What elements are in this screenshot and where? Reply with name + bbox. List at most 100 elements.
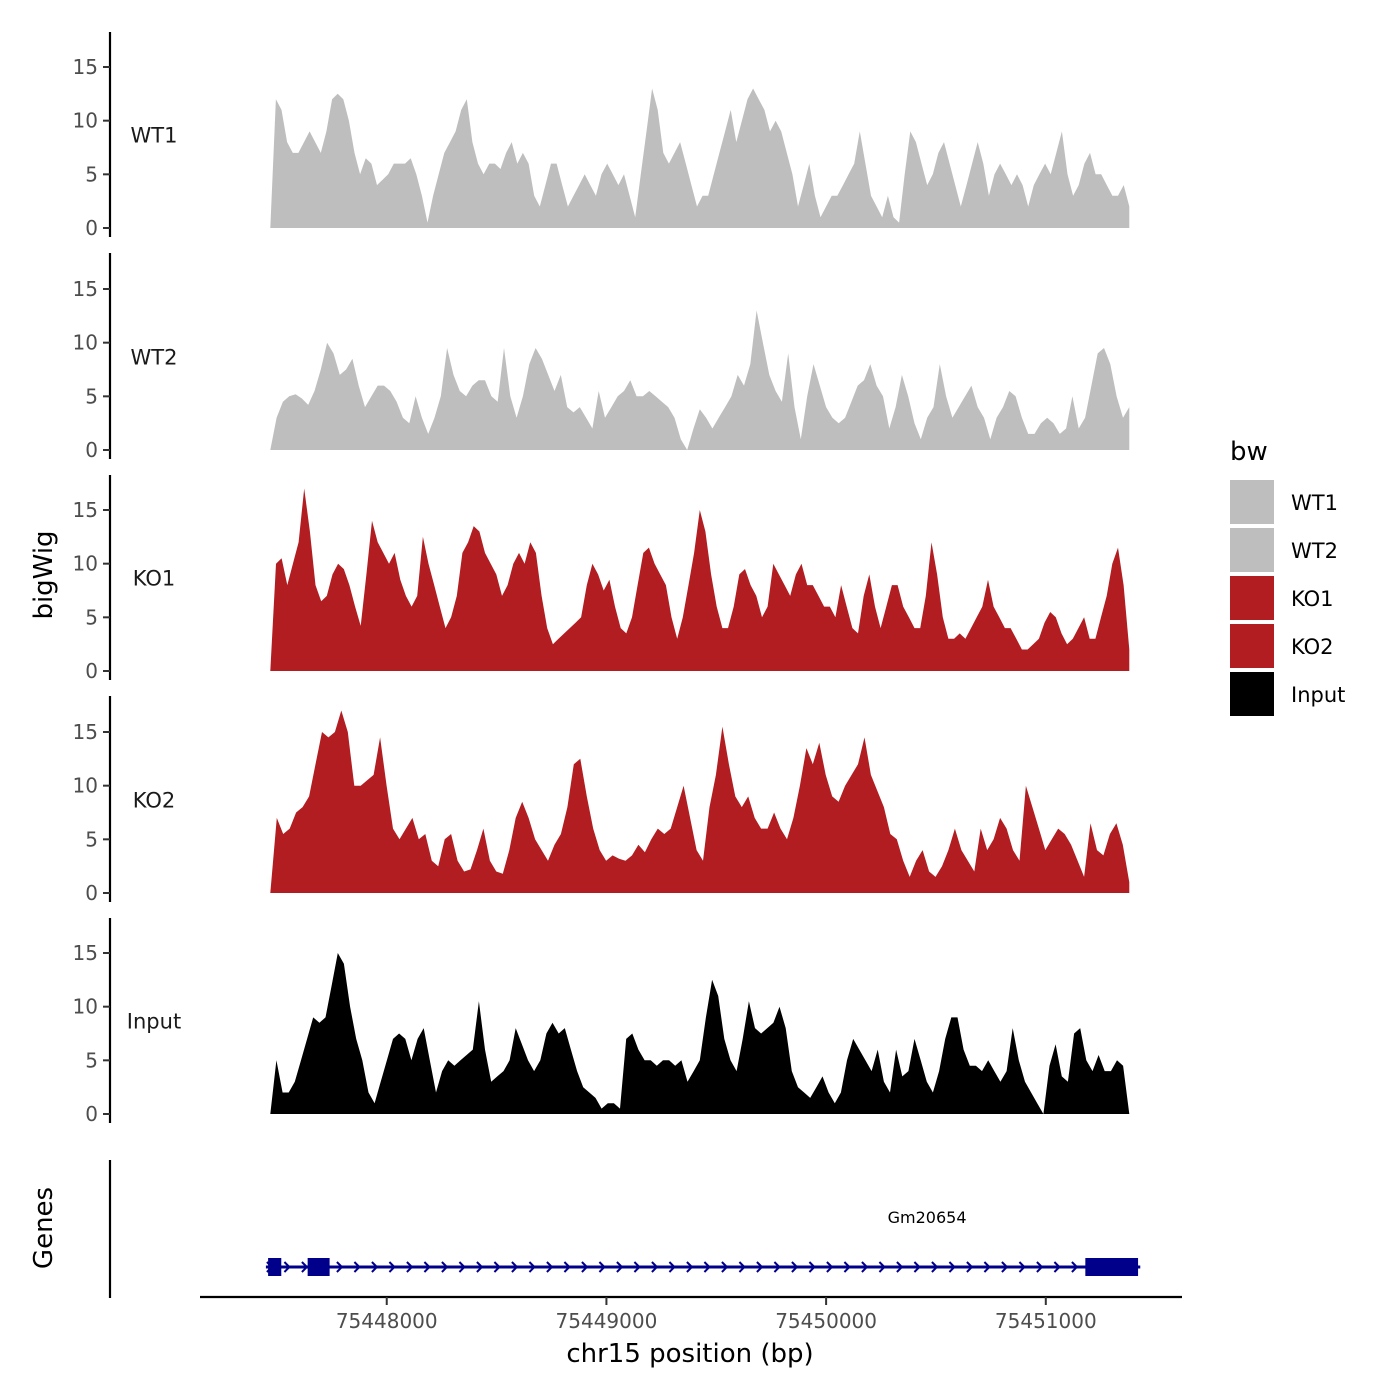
strand-arrow-icon: [948, 1261, 956, 1273]
y-tick-label: 10: [73, 109, 98, 133]
strand-arrow-icon: [616, 1261, 624, 1273]
strand-arrow-icon: [773, 1261, 781, 1273]
strand-arrow-icon: [756, 1261, 764, 1273]
track-area-wt2: [270, 310, 1130, 450]
strand-arrow-icon: [1036, 1261, 1044, 1273]
gene-exon: [1085, 1258, 1139, 1276]
strand-arrow-icon: [878, 1261, 886, 1273]
legend-label: WT1: [1291, 491, 1338, 515]
legend-entry-wt2: WT2: [1230, 528, 1338, 572]
x-axis: 75448000 75449000 75450000 75451000: [200, 1295, 1182, 1333]
strand-arrow-icon: [581, 1261, 589, 1273]
legend-swatch: [1230, 624, 1274, 668]
y-tick-label: 5: [85, 827, 98, 851]
strand-arrow-icon: [738, 1261, 746, 1273]
x-tick-label: 75451000: [995, 1309, 1097, 1333]
legend-entry-input: Input: [1230, 672, 1345, 716]
strand-arrow-icon: [703, 1261, 711, 1273]
gene-exon: [307, 1258, 330, 1276]
strand-arrow-icon: [721, 1261, 729, 1273]
strand-arrow-icon: [388, 1261, 396, 1273]
legend-title: bw: [1230, 437, 1268, 467]
strand-arrow-icon: [423, 1261, 431, 1273]
gene-panel-title: Genes: [29, 1187, 59, 1269]
y-tick-label: 0: [85, 1102, 98, 1126]
strand-arrow-icon: [598, 1261, 606, 1273]
strand-arrow-icon: [966, 1261, 974, 1273]
strand-arrow-icon: [336, 1261, 344, 1273]
y-tick-label: 10: [73, 774, 98, 798]
y-tick-label: 0: [85, 216, 98, 240]
strand-arrow-icon: [1071, 1261, 1079, 1273]
strand-arrow-icon: [441, 1261, 449, 1273]
strand-arrow-icon: [808, 1261, 816, 1273]
track-label: KO1: [133, 567, 176, 591]
strand-arrow-icon: [896, 1261, 904, 1273]
legend-label: WT2: [1291, 539, 1338, 563]
legend-swatch: [1230, 480, 1274, 524]
y-tick-label: 10: [73, 331, 98, 355]
legend-swatch: [1230, 576, 1274, 620]
y-tick-label: 15: [73, 498, 98, 522]
x-tick-label: 75449000: [556, 1309, 658, 1333]
legend-entry-ko1: KO1: [1230, 576, 1334, 620]
y-axis-title: bigWig: [29, 530, 59, 619]
y-tick-label: 5: [85, 605, 98, 629]
gene-exon: [268, 1258, 282, 1276]
y-tick-label: 15: [73, 55, 98, 79]
x-tick-label: 75450000: [775, 1309, 877, 1333]
legend-label: Input: [1291, 683, 1345, 707]
gene-gm20654: Gm20654: [265, 1208, 1141, 1276]
strand-arrow-icon: [1018, 1261, 1026, 1273]
legend-entry-wt1: WT1: [1230, 480, 1338, 524]
strand-arrow-icon: [476, 1261, 484, 1273]
track-ko1: 0 5 10 15 KO1: [73, 475, 1130, 683]
y-tick-label: 15: [73, 277, 98, 301]
strand-arrow-icon: [633, 1261, 641, 1273]
strand-arrow-icon: [283, 1261, 291, 1273]
y-tick-label: 10: [73, 995, 98, 1019]
strand-arrow-icon: [371, 1261, 379, 1273]
strand-arrow-icon: [686, 1261, 694, 1273]
strand-arrow-icon: [791, 1261, 799, 1273]
strand-arrow-icon: [353, 1261, 361, 1273]
strand-arrow-icon: [913, 1261, 921, 1273]
legend-entry-ko2: KO2: [1230, 624, 1334, 668]
legend-swatch: [1230, 528, 1274, 572]
y-tick-label: 5: [85, 162, 98, 186]
strand-arrow-icon: [931, 1261, 939, 1273]
track-label: WT1: [131, 124, 178, 148]
legend-label: KO1: [1291, 587, 1334, 611]
y-tick-label: 5: [85, 384, 98, 408]
track-label: KO2: [133, 789, 176, 813]
legend-label: KO2: [1291, 635, 1334, 659]
track-area-input: [270, 953, 1130, 1114]
y-tick-label: 10: [73, 552, 98, 576]
strand-arrow-icon: [843, 1261, 851, 1273]
track-ko2: 0 5 10 15 KO2: [73, 696, 1130, 905]
track-input: 0 5 10 15 Input: [73, 918, 1130, 1126]
strand-arrow-icon: [826, 1261, 834, 1273]
y-tick-label: 15: [73, 720, 98, 744]
strand-arrow-icon: [651, 1261, 659, 1273]
strand-arrow-icon: [983, 1261, 991, 1273]
track-wt1: 0 5 10 15 WT1: [73, 32, 1130, 240]
y-tick-label: 0: [85, 659, 98, 683]
strand-arrow-icon: [546, 1261, 554, 1273]
track-area-ko1: [270, 488, 1130, 671]
track-area-wt1: [270, 88, 1130, 228]
track-label: Input: [127, 1010, 181, 1034]
y-tick-label: 0: [85, 881, 98, 905]
strand-arrow-icon: [493, 1261, 501, 1273]
strand-arrow-icon: [458, 1261, 466, 1273]
y-tick-label: 5: [85, 1048, 98, 1072]
legend-swatch: [1230, 672, 1274, 716]
gene-label: Gm20654: [888, 1208, 967, 1227]
strand-arrow-icon: [668, 1261, 676, 1273]
track-wt2: 0 5 10 15 WT2: [73, 253, 1130, 462]
strand-arrow-icon: [563, 1261, 571, 1273]
x-axis-title: chr15 position (bp): [566, 1339, 813, 1369]
strand-arrow-icon: [1001, 1261, 1009, 1273]
strand-arrow-icon: [1053, 1261, 1061, 1273]
